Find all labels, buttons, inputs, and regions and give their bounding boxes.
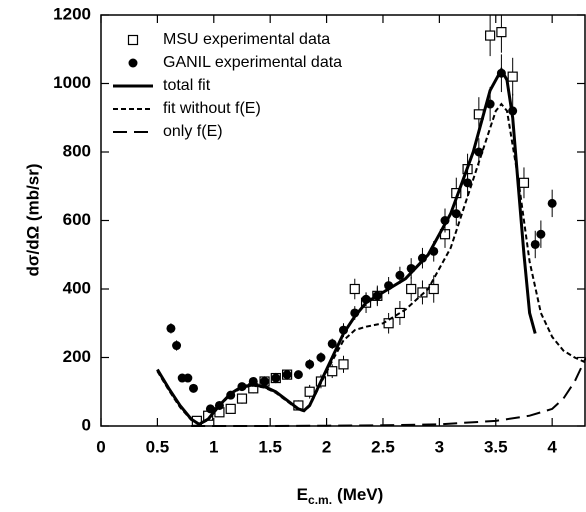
data-point	[451, 209, 461, 219]
y-axis-label: dσ/dΩ (mb/sr)	[23, 163, 42, 276]
x-tick-label: 2	[322, 437, 331, 456]
x-tick-label: 1.5	[258, 437, 282, 456]
x-tick-label: 2.5	[371, 437, 395, 456]
fit-line	[191, 357, 586, 427]
data-point	[547, 198, 557, 208]
x-tick-label: 0.5	[146, 437, 170, 456]
data-point	[271, 373, 281, 383]
data-point	[428, 283, 439, 295]
data-point	[536, 229, 546, 239]
data-point	[518, 177, 530, 188]
data-point	[395, 270, 405, 280]
data-point	[327, 339, 337, 349]
data-point	[293, 370, 303, 380]
x-tick-label: 1	[209, 437, 218, 456]
data-point	[166, 323, 176, 333]
x-label-unit: (MeV)	[337, 485, 383, 504]
y-tick-label: 1200	[53, 4, 91, 23]
data-point	[496, 27, 507, 38]
y-tick-label: 400	[63, 278, 91, 297]
data-point	[530, 239, 540, 249]
data-point	[225, 403, 236, 414]
x-axis-label: Ec.m. (MeV)	[297, 485, 384, 507]
legend-label: GANIL experimental data	[163, 54, 342, 71]
legend-marker	[128, 58, 138, 68]
x-tick-label: 0	[96, 437, 105, 456]
data-point	[327, 366, 338, 377]
data-point	[236, 393, 248, 404]
x-label-sub: c.m.	[308, 493, 332, 507]
data-point	[394, 307, 405, 319]
y-tick-label: 600	[63, 210, 91, 229]
y-tick-label: 200	[63, 347, 91, 366]
x-label-main: E	[297, 485, 308, 504]
legend-marker	[127, 34, 139, 46]
x-tick-label: 3.5	[484, 437, 508, 456]
data-point	[338, 359, 349, 370]
data-point	[485, 30, 496, 41]
fit-line	[156, 102, 586, 426]
y-tick-label: 0	[82, 415, 91, 434]
data-point	[406, 283, 417, 295]
y-tick-label: 800	[63, 141, 91, 160]
legend-label: total fit	[163, 77, 211, 94]
data-point	[316, 353, 326, 362]
x-tick-label: 3	[435, 437, 444, 456]
data-point	[172, 341, 182, 351]
data-point	[349, 283, 360, 295]
data-point	[188, 383, 198, 393]
data-point	[383, 318, 394, 329]
data-point	[305, 359, 315, 369]
data-point	[417, 287, 428, 298]
legend-label: fit without f(E)	[163, 100, 261, 117]
legend-label: only f(E)	[163, 123, 223, 140]
data-point	[463, 178, 473, 188]
data-point	[282, 370, 292, 380]
x-tick-label: 4	[547, 437, 557, 456]
data-point	[507, 71, 518, 82]
data-point	[205, 404, 215, 414]
data-point	[304, 386, 315, 397]
legend-label: MSU experimental data	[163, 31, 330, 48]
data-point	[183, 373, 193, 383]
y-tick-label: 1000	[53, 73, 91, 92]
data-point	[260, 376, 270, 386]
